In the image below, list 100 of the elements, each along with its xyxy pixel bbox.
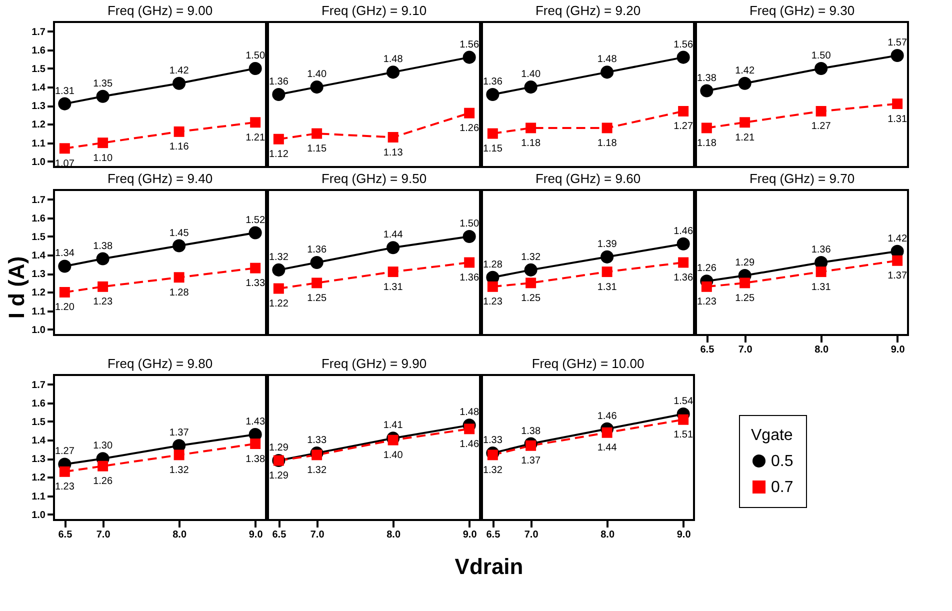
data-label: 1.16 [169,142,190,153]
data-label: 1.23 [54,482,75,493]
data-label: 1.40 [307,69,327,80]
point [816,266,826,278]
data-label: 1.33 [482,435,503,446]
chart-title: Freq (GHz) = 9.80 [107,356,213,371]
data-label: 1.44 [597,442,618,454]
data-label: 1.40 [383,450,404,462]
point [486,88,500,102]
data-label: 1.37 [888,270,908,282]
chart-title: Freq (GHz) = 9.60 [535,171,641,186]
data-label: 1.18 [521,138,541,149]
point [600,250,614,264]
point [59,143,70,154]
point [386,241,400,254]
point [464,424,475,434]
x-tick-label: 8.0 [600,530,615,540]
y-tick-label: 1.5 [32,232,46,243]
y-tick-label: 1.2 [32,472,46,484]
point [250,117,261,128]
x-tick-label: 9.0 [462,530,478,540]
point [273,283,284,294]
y-tick-label: 1.5 [32,416,46,428]
point [678,414,689,425]
data-label: 1.50 [246,50,266,62]
data-label: 1.31 [54,86,75,97]
point [386,66,400,79]
point [59,466,70,477]
data-label: 1.26 [460,123,480,134]
data-label: 1.29 [268,442,289,454]
x-tick-label: 7.0 [310,530,325,540]
data-label: 1.37 [169,428,190,439]
point [526,440,536,451]
y-tick-label: 1.4 [32,82,46,94]
y-tick-label: 1.6 [32,398,46,410]
point [676,237,690,250]
x-tick-label: 6.5 [700,344,715,356]
point [59,287,70,298]
x-tick-label: 8.0 [814,344,829,356]
data-label: 1.36 [482,76,503,88]
x-tick-label: 8.0 [386,530,401,540]
data-label: 1.29 [268,470,289,482]
data-label: 1.45 [169,228,190,239]
y-tick-label: 1.2 [32,120,46,131]
point [526,122,536,134]
point [312,128,322,139]
chart-title: Freq (GHz) = 9.50 [321,171,427,186]
y-tick-label: 1.3 [32,269,46,280]
data-label: 1.52 [246,214,266,226]
point [487,128,498,139]
data-label: 1.36 [307,244,327,256]
chart-title: Freq (GHz) = 9.00 [107,3,213,18]
data-label: 1.33 [307,435,327,446]
point [676,50,690,64]
point [250,438,261,450]
point [172,76,186,90]
point [892,98,903,110]
x-tick-label: 9.0 [248,530,264,540]
data-label: 1.54 [674,396,694,408]
data-label: 1.20 [54,302,75,314]
point [388,434,398,446]
point [98,138,108,148]
data-label: 1.48 [460,407,480,418]
point [678,257,689,268]
data-label: 1.38 [696,72,717,84]
data-label: 1.22 [268,298,289,310]
point [464,257,475,268]
data-label: 1.46 [597,410,618,422]
point [701,281,712,292]
y-tick-label: 1.3 [32,454,46,466]
x-tick-label: 6.5 [58,530,73,540]
data-label: 1.23 [93,296,113,308]
y-tick-label: 1.0 [32,324,46,336]
point [174,272,184,283]
data-label: 1.35 [93,78,113,90]
x-tick-label: 6.5 [272,530,287,540]
point [96,252,110,266]
point [890,48,904,62]
data-label: 1.50 [811,50,832,62]
chart-title: Freq (GHz) = 9.90 [321,356,427,371]
point [524,263,538,276]
point [174,126,184,137]
legend-label: 0.7 [771,479,794,496]
point [272,88,286,102]
point [487,281,498,292]
point [172,239,186,252]
legend-title: Vgate [751,427,793,444]
data-label: 1.28 [169,287,190,298]
data-label: 1.37 [521,456,541,467]
point [388,266,398,278]
data-label: 1.13 [383,147,404,158]
y-tick-label: 1.1 [32,138,46,150]
data-label: 1.56 [674,39,694,50]
point [96,90,110,103]
data-label: 1.18 [696,138,717,149]
point [602,122,612,134]
data-label: 1.44 [383,230,404,241]
point [602,266,612,278]
data-label: 1.32 [482,464,503,476]
data-label: 1.32 [307,464,327,476]
